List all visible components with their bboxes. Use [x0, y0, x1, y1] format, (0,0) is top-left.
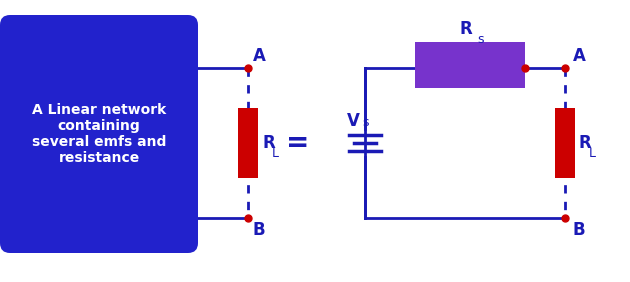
Text: A: A — [573, 47, 586, 65]
Bar — [415, 42, 525, 88]
Text: R: R — [579, 134, 592, 152]
Text: s: s — [362, 116, 369, 129]
Text: A Linear network
containing
several emfs and
resistance: A Linear network containing several emfs… — [32, 103, 166, 165]
Text: A: A — [253, 47, 266, 65]
Text: R: R — [460, 20, 472, 38]
Text: s: s — [477, 33, 483, 46]
Text: L: L — [589, 147, 596, 160]
Text: B: B — [573, 221, 586, 239]
FancyBboxPatch shape — [0, 15, 198, 253]
Text: V: V — [347, 112, 360, 130]
Text: B: B — [253, 221, 266, 239]
Text: R: R — [262, 134, 275, 152]
Text: =: = — [286, 129, 310, 157]
Bar — [555, 108, 575, 178]
Text: L: L — [272, 147, 279, 160]
Bar — [238, 108, 258, 178]
